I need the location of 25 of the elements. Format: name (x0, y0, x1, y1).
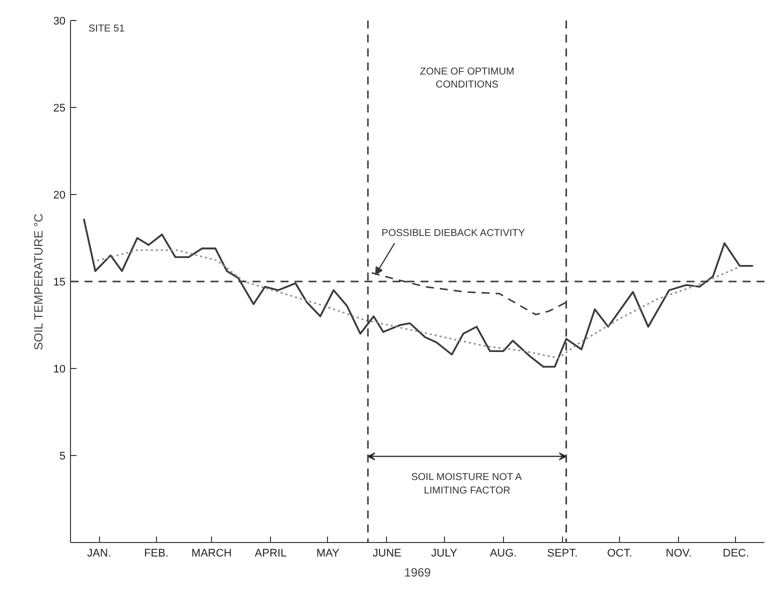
annotation: SITE 51 (88, 24, 126, 34)
x-axis-title: 1969 (404, 566, 432, 580)
x-tick-label: DEC. (722, 548, 750, 560)
y-tick-label: 5 (59, 450, 66, 462)
y-axis-title: SOIL TEMPERATURE °C (31, 213, 46, 350)
x-tick-label: JAN. (87, 548, 112, 560)
x-tick-label: NOV. (666, 548, 692, 560)
y-tick-label: 15 (53, 276, 66, 288)
annotation: POSSIBLE DIEBACK ACTIVITY (382, 228, 526, 240)
y-tick-label: 25 (53, 102, 66, 114)
annotation: ZONE OF OPTIMUM CONDITIONS (420, 66, 514, 90)
y-tick-label: 10 (53, 364, 66, 376)
x-tick-label: MAY (316, 548, 340, 560)
x-tick-label: AUG. (490, 548, 517, 560)
x-tick-label: FEB. (144, 548, 169, 560)
x-tick-label: SEPT. (547, 548, 578, 560)
y-tick-label: 30 (53, 16, 66, 28)
y-tick-label: 20 (53, 190, 66, 202)
annotation: SOIL MOISTURE NOT A LIMITING FACTOR (411, 472, 522, 496)
line-series (96, 249, 739, 359)
x-tick-label: JUNE (372, 548, 402, 560)
x-tick-label: MARCH (191, 548, 232, 560)
x-tick-label: JULY (431, 548, 458, 560)
x-tick-label: APRIL (254, 548, 287, 560)
x-tick-label: OCT. (607, 548, 632, 560)
